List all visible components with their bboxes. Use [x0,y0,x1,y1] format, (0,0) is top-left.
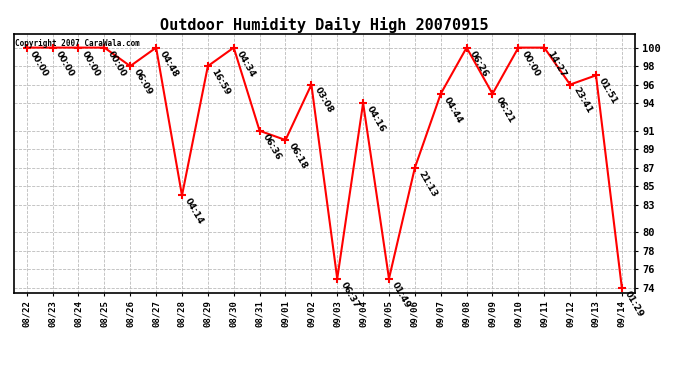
Text: 06:37: 06:37 [339,280,361,309]
Text: 04:44: 04:44 [442,95,464,125]
Text: 16:59: 16:59 [209,68,231,97]
Text: 14:27: 14:27 [546,49,568,78]
Text: 00:00: 00:00 [80,49,101,78]
Text: 21:13: 21:13 [416,169,438,198]
Text: 03:08: 03:08 [313,86,335,115]
Text: 04:14: 04:14 [184,197,206,226]
Text: 00:00: 00:00 [54,49,76,78]
Text: 01:49: 01:49 [391,280,413,309]
Text: 06:09: 06:09 [132,68,154,97]
Text: 04:16: 04:16 [364,105,386,134]
Text: 01:51: 01:51 [598,77,620,106]
Text: 00:00: 00:00 [28,49,50,78]
Text: 00:00: 00:00 [520,49,542,78]
Text: 06:26: 06:26 [468,49,490,78]
Text: Copyright 2007 CaraWala.com: Copyright 2007 CaraWala.com [15,39,140,48]
Text: 06:36: 06:36 [261,132,283,161]
Text: 00:00: 00:00 [106,49,128,78]
Text: 06:18: 06:18 [287,141,309,171]
Text: 04:48: 04:48 [157,49,179,78]
Text: 04:34: 04:34 [235,49,257,78]
Title: Outdoor Humidity Daily High 20070915: Outdoor Humidity Daily High 20070915 [160,16,489,33]
Text: 23:41: 23:41 [571,86,593,116]
Text: 01:29: 01:29 [623,289,645,318]
Text: 06:21: 06:21 [494,95,516,124]
